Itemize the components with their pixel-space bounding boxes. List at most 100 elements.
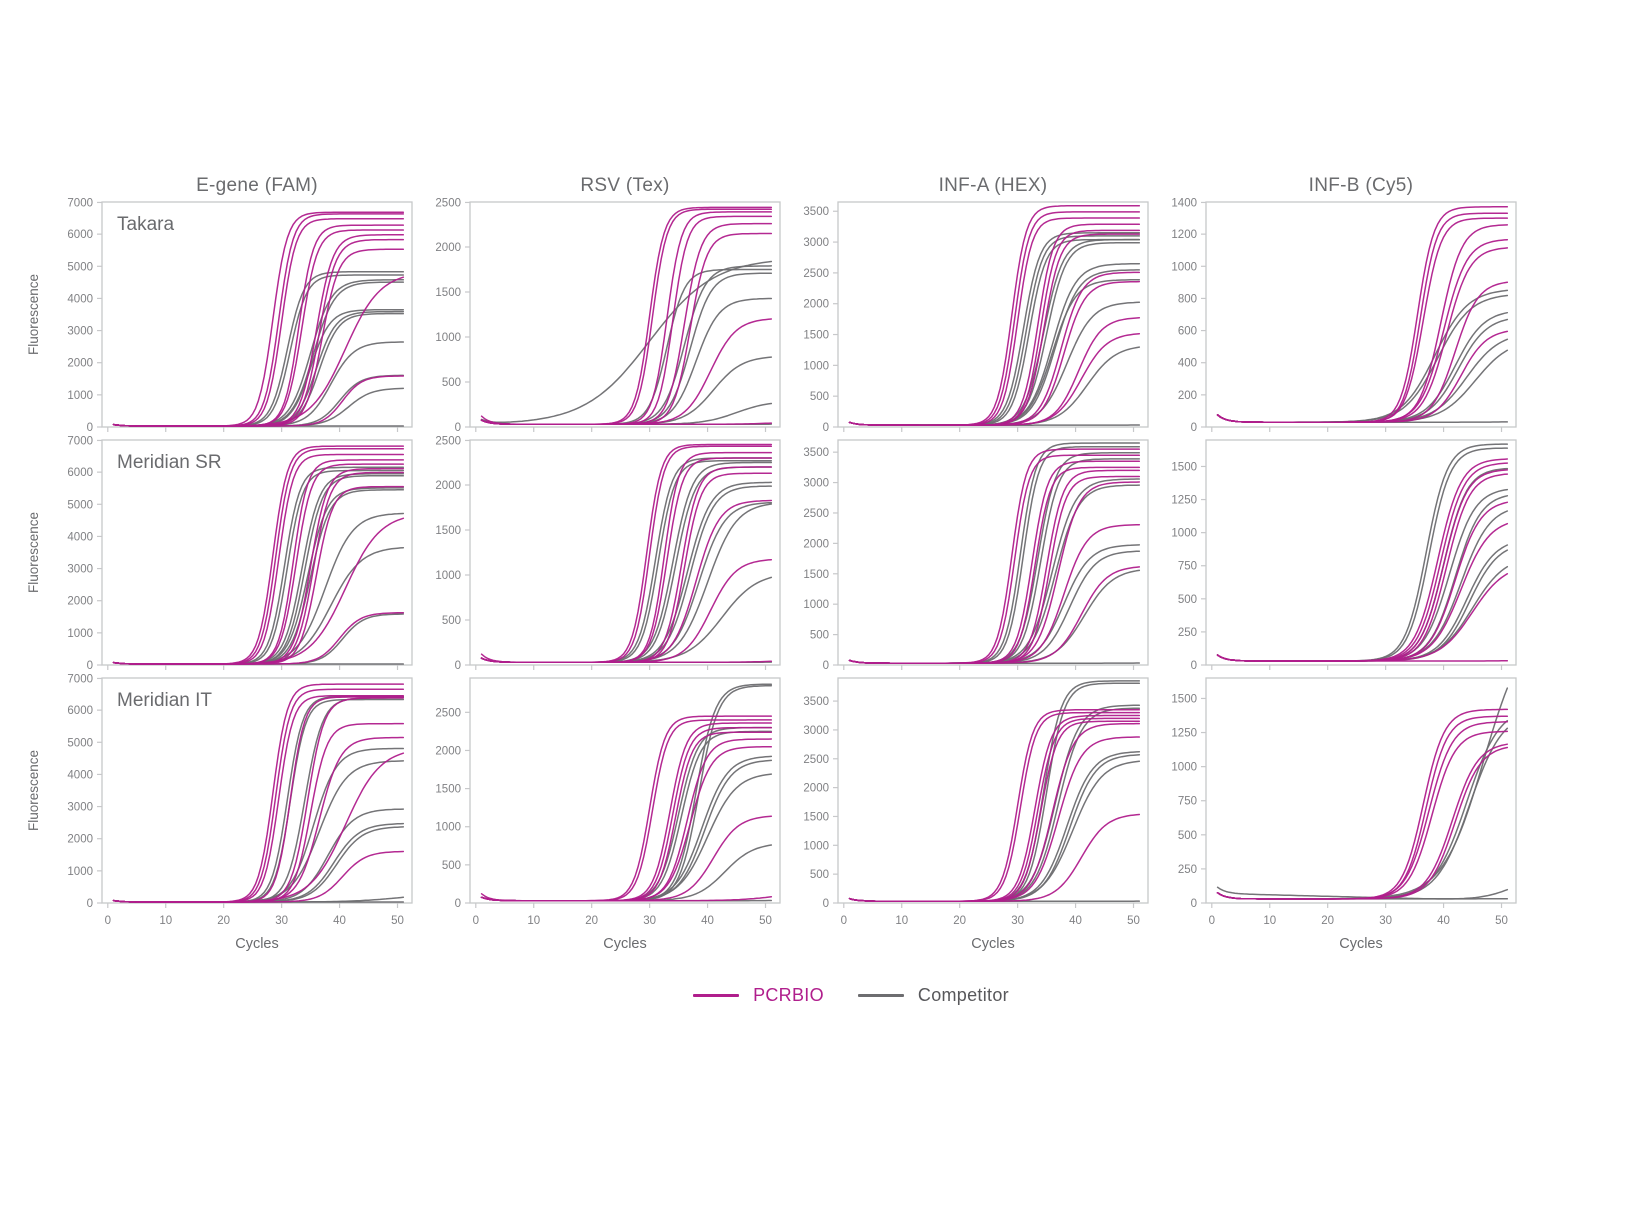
svg-text:0: 0: [473, 915, 479, 927]
svg-text:600: 600: [1178, 326, 1197, 338]
legend-item-pcrbio: PCRBIO: [693, 985, 824, 1006]
svg-text:Cycles: Cycles: [235, 936, 279, 952]
svg-text:30: 30: [643, 915, 656, 927]
svg-text:2500: 2500: [803, 754, 829, 766]
svg-text:6000: 6000: [67, 705, 93, 717]
svg-text:1500: 1500: [435, 784, 461, 796]
svg-text:1500: 1500: [1171, 461, 1197, 473]
svg-text:200: 200: [1178, 390, 1197, 402]
svg-text:1000: 1000: [1171, 528, 1197, 540]
subplot-meridian-sr-inf-a: 0 500 1000 1500 2000 2500 3000 3500: [790, 435, 1158, 673]
svg-text:2000: 2000: [803, 783, 829, 795]
svg-text:40: 40: [1069, 915, 1082, 927]
svg-text:0: 0: [1191, 898, 1197, 910]
svg-text:1000: 1000: [67, 628, 93, 640]
svg-text:1000: 1000: [435, 332, 461, 344]
svg-text:0: 0: [1191, 660, 1197, 672]
subplot-grid: 0 1000 2000 3000 4000 5000 6000 7000 Fluorescenc…: [22, 197, 1640, 959]
plot-canvas: 0 1000 2000 3000 4000 5000 6000 7000 0 10 20 30 40 50…: [26, 673, 413, 952]
svg-text:500: 500: [442, 377, 461, 389]
svg-text:10: 10: [1263, 915, 1276, 927]
svg-text:Fluorescence: Fluorescence: [26, 512, 41, 593]
plot-canvas: 0 500 1000 1500 2000 2500 0 10 20 30 40 50 Cycles: [435, 677, 781, 952]
svg-text:2500: 2500: [435, 707, 461, 719]
svg-text:1500: 1500: [803, 811, 829, 823]
plot-canvas: 0 250 500 750 1000 1250 1500: [1171, 439, 1517, 672]
legend-item-competitor: Competitor: [857, 985, 1009, 1006]
svg-text:0: 0: [105, 915, 111, 927]
svg-text:10: 10: [527, 915, 540, 927]
svg-text:500: 500: [810, 391, 829, 403]
svg-text:20: 20: [1321, 915, 1334, 927]
legend-label-pcrbio: PCRBIO: [753, 985, 824, 1005]
legend-label-competitor: Competitor: [917, 985, 1009, 1005]
svg-text:0: 0: [823, 660, 829, 672]
svg-text:50: 50: [1127, 915, 1140, 927]
plot-canvas: 0 1000 2000 3000 4000 5000 6000 7000 Fluorescenc…: [26, 435, 413, 672]
subplot-takara-inf-a: 0 500 1000 1500 2000 2500 3000 3500: [790, 197, 1158, 435]
svg-text:3500: 3500: [803, 447, 829, 459]
svg-text:0: 0: [841, 915, 847, 927]
plot-canvas: 0 200 400 600 800 1000 1200 1400: [1171, 197, 1517, 434]
svg-text:Cycles: Cycles: [971, 936, 1015, 952]
svg-text:3000: 3000: [67, 802, 93, 814]
svg-text:2000: 2000: [435, 480, 461, 492]
svg-text:2500: 2500: [435, 435, 461, 447]
svg-text:30: 30: [1011, 915, 1024, 927]
svg-text:2500: 2500: [435, 197, 461, 209]
subplot-meridian-it-rsv: 0 500 1000 1500 2000 2500 0 10 20 30 40 50 Cycles: [422, 673, 790, 959]
svg-text:5000: 5000: [67, 261, 93, 273]
svg-text:400: 400: [1178, 358, 1197, 370]
plot-canvas: 0 500 1000 1500 2000 2500 3000 3500: [803, 439, 1149, 672]
svg-text:2500: 2500: [803, 508, 829, 520]
legend: PCRBIO Competitor: [62, 985, 1640, 1006]
svg-text:5000: 5000: [67, 499, 93, 511]
svg-text:0: 0: [823, 898, 829, 910]
svg-text:50: 50: [1495, 915, 1508, 927]
plot-canvas: 0 500 1000 1500 2000 2500: [435, 197, 781, 434]
subplot-meridian-it-e-gene: 0 1000 2000 3000 4000 5000 6000 7000 0 10 20 30 40 50…: [22, 673, 422, 959]
column-titles-row: E-gene (FAM) RSV (Tex) INF-A (HEX) INF-B…: [22, 175, 1640, 197]
subplot-meridian-sr-rsv: 0 500 1000 1500 2000 2500: [422, 435, 790, 673]
svg-text:750: 750: [1178, 561, 1197, 573]
pcrbio-line-swatch: [693, 994, 740, 997]
svg-text:250: 250: [1178, 627, 1197, 639]
svg-text:500: 500: [1178, 594, 1197, 606]
svg-text:250: 250: [1178, 864, 1197, 876]
subplot-meridian-it-inf-a: 0 500 1000 1500 2000 2500 3000 3500 0 10 20 30 40 50 C…: [790, 673, 1158, 959]
svg-text:30: 30: [1379, 915, 1392, 927]
svg-text:1500: 1500: [803, 330, 829, 342]
svg-text:0: 0: [87, 660, 93, 672]
svg-text:800: 800: [1178, 293, 1197, 305]
svg-text:4000: 4000: [67, 769, 93, 781]
svg-text:2000: 2000: [803, 538, 829, 550]
svg-text:3000: 3000: [67, 564, 93, 576]
svg-text:1000: 1000: [803, 360, 829, 372]
column-title-inf-a: INF-A (HEX): [938, 175, 1048, 196]
svg-text:1000: 1000: [435, 822, 461, 834]
column-title-inf-b: INF-B (Cy5): [1308, 175, 1414, 196]
svg-text:0: 0: [87, 898, 93, 910]
subplot-takara-rsv: 0 500 1000 1500 2000 2500: [422, 197, 790, 435]
svg-text:0: 0: [455, 898, 461, 910]
svg-text:1000: 1000: [803, 599, 829, 611]
svg-text:Cycles: Cycles: [603, 936, 647, 952]
svg-text:3000: 3000: [67, 326, 93, 338]
svg-text:0: 0: [455, 422, 461, 434]
plot-canvas: 0 250 500 750 1000 1250 1500 0 10 20 30 40 50 Cycles: [1171, 677, 1517, 952]
svg-text:3000: 3000: [803, 237, 829, 249]
svg-text:4000: 4000: [67, 293, 93, 305]
svg-text:500: 500: [1178, 830, 1197, 842]
subplot-takara-e-gene: 0 1000 2000 3000 4000 5000 6000 7000 Fluorescenc…: [22, 197, 422, 435]
svg-text:1000: 1000: [1171, 762, 1197, 774]
svg-text:2000: 2000: [67, 596, 93, 608]
svg-text:30: 30: [275, 915, 288, 927]
svg-text:3000: 3000: [803, 725, 829, 737]
svg-text:3500: 3500: [803, 696, 829, 708]
svg-text:1400: 1400: [1171, 197, 1197, 209]
svg-text:0: 0: [1191, 422, 1197, 434]
svg-text:1250: 1250: [1171, 495, 1197, 507]
plot-canvas: 0 500 1000 1500 2000 2500: [435, 435, 781, 672]
plot-canvas: 0 500 1000 1500 2000 2500 3000 3500 0 10 20 30 40 50 C…: [803, 677, 1149, 952]
svg-text:0: 0: [87, 422, 93, 434]
